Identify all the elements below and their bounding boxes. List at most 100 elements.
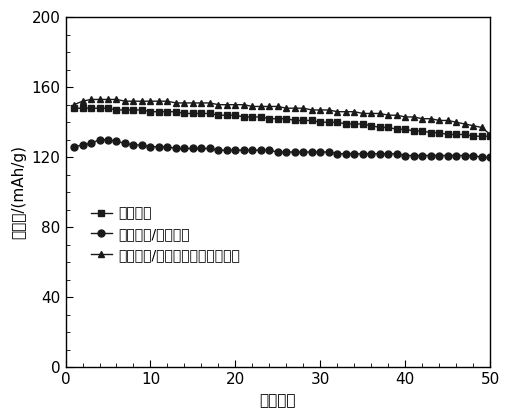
磷酸铁锂/碳纳米管 xyxy=(249,148,256,153)
磷酸铁锂/碳纳米管 xyxy=(122,141,128,146)
磷酸铁锂 xyxy=(122,107,128,112)
磷酸铁锂/聚氧乙烯接枝碳纳米管 xyxy=(233,102,239,107)
磷酸铁锂/聚氧乙烯接枝碳纳米管 xyxy=(385,113,391,118)
磷酸铁锂/碳纳米管 xyxy=(385,151,391,156)
磷酸铁锂/碳纳米管 xyxy=(190,146,196,151)
磷酸铁锂 xyxy=(462,132,468,137)
磷酸铁锂/聚氧乙烯接枝碳纳米管 xyxy=(411,114,417,119)
磷酸铁锂 xyxy=(241,114,247,119)
磷酸铁锂 xyxy=(79,106,85,111)
磷酸铁锂/碳纳米管 xyxy=(113,139,120,144)
磷酸铁锂/聚氧乙烯接枝碳纳米管 xyxy=(147,99,153,104)
磷酸铁锂/聚氧乙烯接枝碳纳米管 xyxy=(165,99,171,104)
磷酸铁锂/碳纳米管 xyxy=(275,150,281,155)
磷酸铁锂/聚氧乙烯接枝碳纳米管 xyxy=(402,114,408,119)
磷酸铁锂/碳纳米管 xyxy=(487,155,493,160)
Line: 磷酸铁锂: 磷酸铁锂 xyxy=(71,105,494,140)
磷酸铁锂/聚氧乙烯接枝碳纳米管 xyxy=(275,104,281,109)
磷酸铁锂/聚氧乙烯接枝碳纳米管 xyxy=(419,116,425,121)
磷酸铁锂 xyxy=(156,109,162,114)
磷酸铁锂 xyxy=(334,120,340,125)
磷酸铁锂/聚氧乙烯接枝碳纳米管 xyxy=(258,104,264,109)
磷酸铁锂 xyxy=(258,114,264,119)
磷酸铁锂/碳纳米管 xyxy=(402,153,408,158)
磷酸铁锂/碳纳米管 xyxy=(377,151,383,156)
磷酸铁锂/碳纳米管 xyxy=(411,153,417,158)
磷酸铁锂/碳纳米管 xyxy=(479,155,485,160)
磷酸铁锂 xyxy=(487,134,493,139)
磷酸铁锂 xyxy=(394,127,400,132)
磷酸铁锂 xyxy=(71,106,77,111)
磷酸铁锂 xyxy=(165,109,171,114)
磷酸铁锂/碳纳米管 xyxy=(130,142,136,147)
磷酸铁锂/聚氧乙烯接枝碳纳米管 xyxy=(139,99,145,104)
磷酸铁锂 xyxy=(343,122,349,127)
磷酸铁锂/碳纳米管 xyxy=(156,144,162,149)
磷酸铁锂/聚氧乙烯接枝碳纳米管 xyxy=(79,99,85,104)
磷酸铁锂 xyxy=(105,106,111,111)
磷酸铁锂/聚氧乙烯接枝碳纳米管 xyxy=(97,97,103,102)
磷酸铁锂/碳纳米管 xyxy=(394,151,400,156)
磷酸铁锂 xyxy=(266,116,272,121)
磷酸铁锂 xyxy=(402,127,408,132)
磷酸铁锂/碳纳米管 xyxy=(283,150,289,155)
磷酸铁锂/聚氧乙烯接枝碳纳米管 xyxy=(309,107,315,112)
磷酸铁锂/聚氧乙烯接枝碳纳米管 xyxy=(198,101,204,106)
磷酸铁锂/碳纳米管 xyxy=(419,153,425,158)
磷酸铁锂/碳纳米管 xyxy=(300,150,307,155)
磷酸铁锂/碳纳米管 xyxy=(326,150,332,155)
磷酸铁锂/聚氧乙烯接枝碳纳米管 xyxy=(173,101,179,106)
磷酸铁锂/聚氧乙烯接枝碳纳米管 xyxy=(300,106,307,111)
磷酸铁锂 xyxy=(453,132,459,137)
磷酸铁锂 xyxy=(309,118,315,123)
磷酸铁锂/碳纳米管 xyxy=(334,151,340,156)
磷酸铁锂/碳纳米管 xyxy=(453,153,459,158)
磷酸铁锂/碳纳米管 xyxy=(470,153,476,158)
磷酸铁锂/碳纳米管 xyxy=(266,148,272,153)
X-axis label: 循环次数: 循环次数 xyxy=(260,393,296,408)
磷酸铁锂/聚氧乙烯接枝碳纳米管 xyxy=(343,109,349,114)
磷酸铁锂/碳纳米管 xyxy=(97,137,103,142)
磷酸铁锂/聚氧乙烯接枝碳纳米管 xyxy=(445,118,451,123)
磷酸铁锂 xyxy=(385,125,391,130)
磷酸铁锂 xyxy=(113,107,120,112)
磷酸铁锂/聚氧乙烯接枝碳纳米管 xyxy=(462,122,468,127)
磷酸铁锂/碳纳米管 xyxy=(173,146,179,151)
磷酸铁锂/聚氧乙烯接枝碳纳米管 xyxy=(292,106,298,111)
磷酸铁锂/聚氧乙烯接枝碳纳米管 xyxy=(436,118,443,123)
磷酸铁锂/聚氧乙烯接枝碳纳米管 xyxy=(215,102,221,107)
磷酸铁锂/碳纳米管 xyxy=(165,144,171,149)
磷酸铁锂/碳纳米管 xyxy=(139,142,145,147)
磷酸铁锂 xyxy=(147,109,153,114)
磷酸铁锂/聚氧乙烯接枝碳纳米管 xyxy=(249,104,256,109)
磷酸铁锂/聚氧乙烯接枝碳纳米管 xyxy=(470,123,476,128)
磷酸铁锂/碳纳米管 xyxy=(309,150,315,155)
磷酸铁锂/碳纳米管 xyxy=(181,146,188,151)
磷酸铁锂/碳纳米管 xyxy=(147,144,153,149)
磷酸铁锂 xyxy=(249,114,256,119)
磷酸铁锂/聚氧乙烯接枝碳纳米管 xyxy=(317,107,323,112)
磷酸铁锂/聚氧乙烯接枝碳纳米管 xyxy=(88,97,94,102)
磷酸铁锂/聚氧乙烯接枝碳纳米管 xyxy=(113,97,120,102)
磷酸铁锂/碳纳米管 xyxy=(198,146,204,151)
磷酸铁锂/聚氧乙烯接枝碳纳米管 xyxy=(453,120,459,125)
磷酸铁锂 xyxy=(283,116,289,121)
磷酸铁锂/聚氧乙烯接枝碳纳米管 xyxy=(207,101,213,106)
磷酸铁锂/碳纳米管 xyxy=(436,153,443,158)
磷酸铁锂/碳纳米管 xyxy=(241,148,247,153)
磷酸铁锂/碳纳米管 xyxy=(258,148,264,153)
磷酸铁锂/聚氧乙烯接枝碳纳米管 xyxy=(105,97,111,102)
磷酸铁锂/碳纳米管 xyxy=(368,151,375,156)
磷酸铁锂 xyxy=(233,113,239,118)
磷酸铁锂/碳纳米管 xyxy=(343,151,349,156)
磷酸铁锂/碳纳米管 xyxy=(462,153,468,158)
磷酸铁锂 xyxy=(317,120,323,125)
磷酸铁锂/聚氧乙烯接枝碳纳米管 xyxy=(360,111,366,116)
磷酸铁锂/聚氧乙烯接枝碳纳米管 xyxy=(156,99,162,104)
磷酸铁锂/聚氧乙烯接枝碳纳米管 xyxy=(394,113,400,118)
磷酸铁锂 xyxy=(173,109,179,114)
磷酸铁锂/碳纳米管 xyxy=(351,151,357,156)
磷酸铁锂 xyxy=(181,111,188,116)
磷酸铁锂 xyxy=(207,111,213,116)
磷酸铁锂 xyxy=(198,111,204,116)
